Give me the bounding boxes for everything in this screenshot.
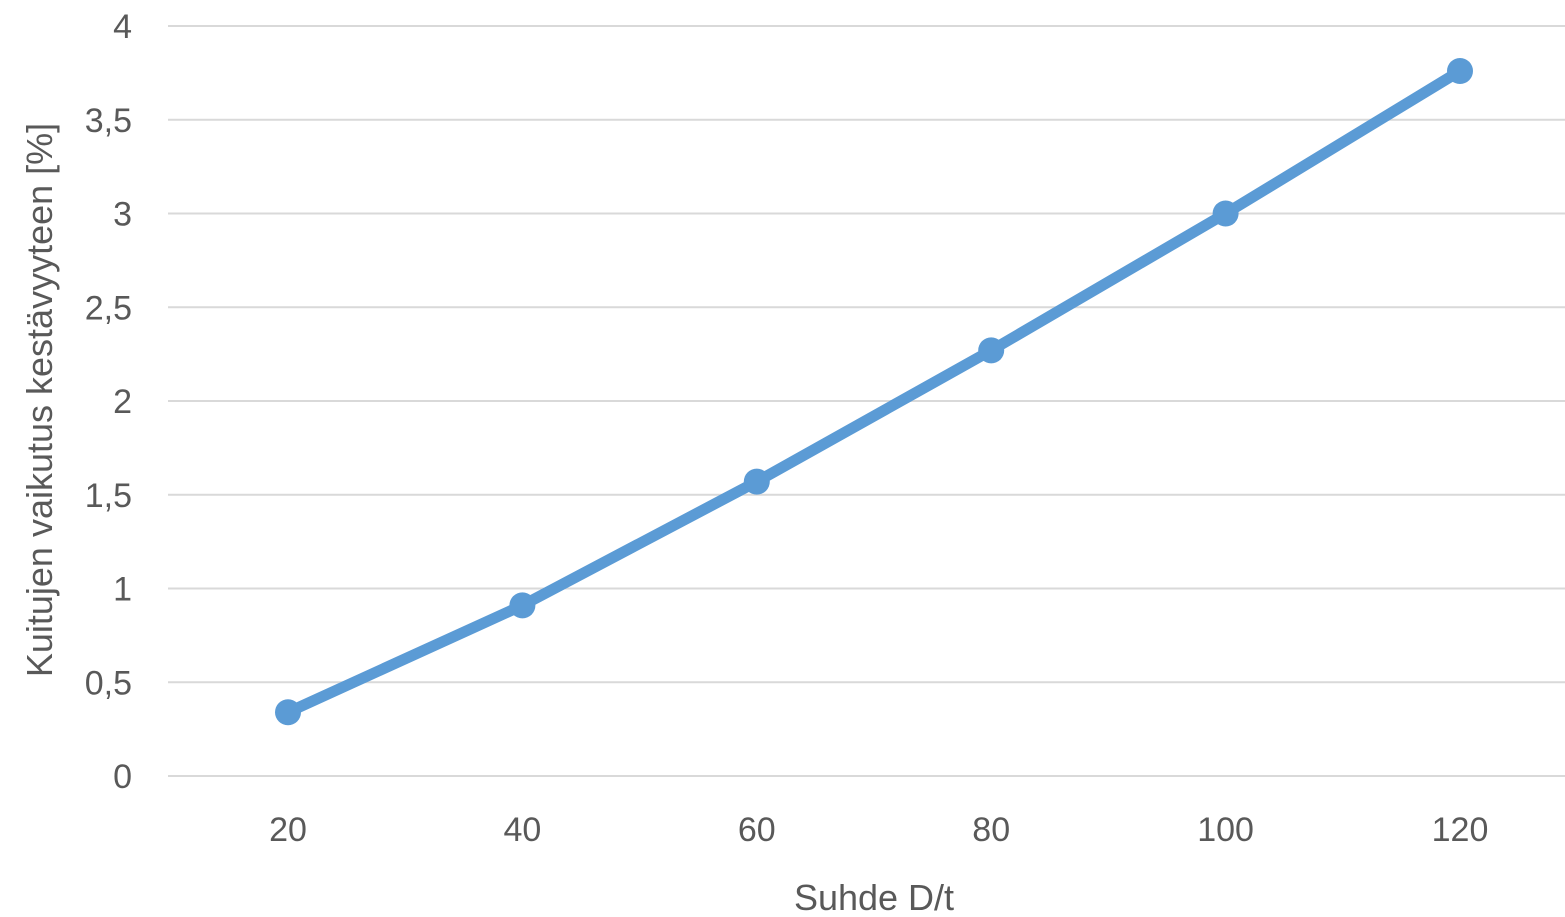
x-tick-label: 60 [738, 811, 776, 849]
data-point [1212, 200, 1239, 227]
x-axis-title: Suhde D/t [794, 877, 954, 917]
data-point [978, 337, 1005, 364]
y-axis-title: Kuitujen vaikutus kestävyyteen [%] [19, 123, 60, 677]
x-tick-label: 20 [269, 811, 307, 849]
y-tick-label: 3,5 [85, 102, 132, 140]
y-axis-ticks: 0 0,5 1 1,5 2 2,5 3 3,5 4 [85, 8, 132, 796]
x-tick-label: 120 [1432, 811, 1489, 849]
data-point [275, 699, 301, 726]
y-tick-label: 3 [113, 196, 132, 234]
x-tick-label: 40 [503, 811, 541, 849]
gridlines [168, 25, 1565, 777]
x-tick-label: 100 [1197, 811, 1254, 849]
y-tick-label: 1 [113, 571, 132, 609]
x-tick-label: 80 [972, 811, 1010, 849]
x-axis-ticks: 20 40 60 80 100 120 [269, 811, 1488, 849]
data-point [743, 468, 770, 495]
y-tick-label: 4 [113, 8, 132, 46]
data-point [509, 592, 536, 619]
series-layer [275, 58, 1473, 726]
y-tick-label: 0,5 [85, 664, 132, 702]
data-point [1447, 58, 1473, 84]
series-line [282, 65, 1466, 718]
y-tick-label: 2,5 [85, 289, 132, 327]
y-tick-label: 0 [113, 758, 132, 796]
y-tick-label: 1,5 [85, 477, 132, 515]
y-tick-label: 2 [113, 383, 132, 421]
